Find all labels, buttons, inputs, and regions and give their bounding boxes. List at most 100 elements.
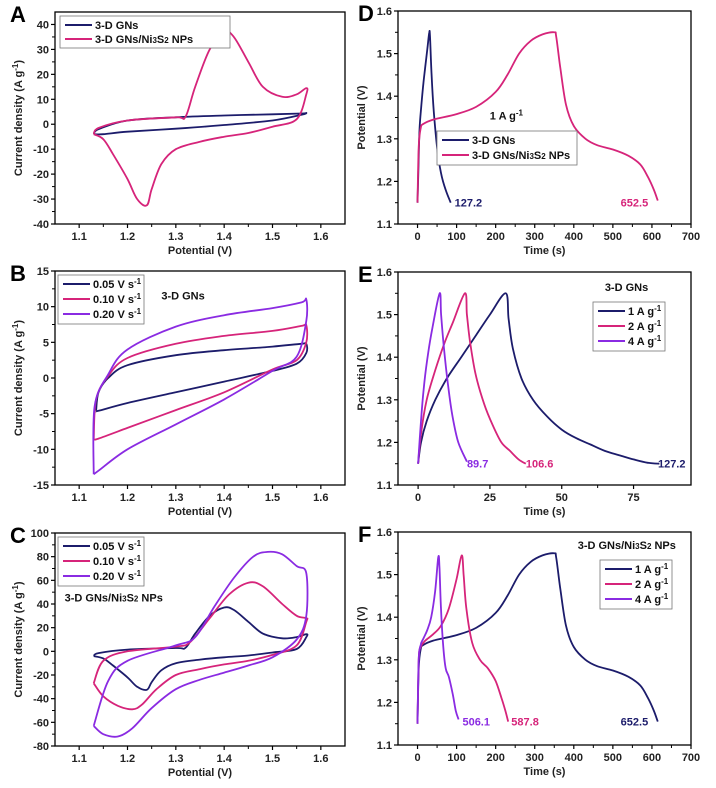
y-axis-label: Potential (V) xyxy=(356,606,368,671)
data-label: 127.2 xyxy=(455,198,483,210)
y-tick-label: 1.2 xyxy=(377,176,392,188)
y-tick-label: 1.2 xyxy=(377,697,392,709)
y-tick-label: 1.3 xyxy=(377,655,392,667)
legend: 0.05 V s-1​0.10 V s-1​0.20 V s-1​ xyxy=(57,536,145,587)
y-tick-label: 20 xyxy=(37,623,49,635)
series-line xyxy=(93,606,309,691)
panel-a: 1.1 1.2 1.3 1.4 1.5 1.6 -40 -30 -20 -10 0 10 20 30 40 P… xyxy=(10,2,346,257)
annotation: 3-D GNs xyxy=(605,282,648,294)
x-tick-label: 1.2 xyxy=(120,231,135,243)
y-tick-label: 1.3 xyxy=(377,395,392,407)
x-tick-label: 0 xyxy=(414,231,420,243)
x-tick-label: 75 xyxy=(627,492,639,504)
y-tick-label: 1.1 xyxy=(377,219,392,231)
x-tick-label: 1.6 xyxy=(313,753,328,765)
legend: 3-D GNs 3-D GNs/Ni3S2 NPs xyxy=(436,130,578,166)
series-line xyxy=(416,554,510,724)
y-tick-label: 40 xyxy=(37,599,49,611)
x-tick-label: 25 xyxy=(484,492,496,504)
x-tick-label: 300 xyxy=(526,231,544,243)
y-tick-label: 80 xyxy=(37,552,49,564)
x-axis-label: Time (s) xyxy=(524,506,566,518)
x-tick-label: 0 xyxy=(414,752,420,764)
legend-entry: 2 A g-1​ xyxy=(628,319,662,333)
x-tick-label: 500 xyxy=(604,231,622,243)
y-tick-label: 60 xyxy=(37,575,49,587)
x-axis-label: Potential (V) xyxy=(168,245,233,257)
y-tick-label: 5 xyxy=(43,337,49,349)
panel-letter: F xyxy=(358,522,371,547)
legend-entry: 0.05 V s-1​ xyxy=(93,277,142,291)
y-tick-label: -40 xyxy=(33,694,49,706)
panel-c: 1.1 1.2 1.3 1.4 1.5 1.6 -80 -60 -40 -20 0 20 40 60 80 1… xyxy=(10,523,346,779)
panel-letter: C xyxy=(10,523,26,548)
y-tick-label: 20 xyxy=(37,69,49,81)
y-tick-label: 10 xyxy=(37,302,49,314)
series-line xyxy=(417,292,660,465)
y-tick-label: -15 xyxy=(33,480,49,492)
annotation: 1 A g-1​ xyxy=(490,109,524,123)
y-tick-label: 1.4 xyxy=(377,612,393,624)
series-line xyxy=(417,292,527,465)
y-tick-label: -60 xyxy=(33,717,49,729)
legend-entry: 3-D GNs xyxy=(95,20,138,32)
y-tick-label: -20 xyxy=(33,670,49,682)
legend-entry: 1 A g-1​ xyxy=(628,304,662,318)
legend-entry: 0.05 V s-1​ xyxy=(93,539,142,553)
x-tick-label: 200 xyxy=(486,231,504,243)
x-axis-label: Time (s) xyxy=(524,766,566,778)
x-tick-label: 600 xyxy=(643,752,661,764)
x-tick-label: 700 xyxy=(682,752,700,764)
x-tick-label: 200 xyxy=(486,752,504,764)
x-tick-label: 0 xyxy=(415,492,421,504)
x-tick-label: 1.5 xyxy=(265,231,280,243)
x-tick-label: 1.5 xyxy=(265,753,280,765)
x-tick-label: 100 xyxy=(447,752,465,764)
y-axis-label: Potential (V) xyxy=(356,85,368,150)
data-label: 652.5 xyxy=(621,198,649,210)
x-tick-label: 1.3 xyxy=(168,753,183,765)
y-tick-label: 1.5 xyxy=(377,49,392,61)
panel-e: 0 25 50 75 1.1 1.2 1.3 1.4 1.5 1.6 Time (s) Potenti… xyxy=(356,262,692,518)
x-axis-label: Potential (V) xyxy=(168,767,233,779)
x-tick-label: 1.6 xyxy=(313,231,328,243)
data-label: 127.2 xyxy=(658,459,686,471)
data-label: 506.1 xyxy=(462,717,490,729)
legend-entry: 0.10 V s-1​ xyxy=(93,554,142,568)
panel-letter: D xyxy=(358,1,374,26)
y-tick-label: 1.6 xyxy=(377,267,392,279)
x-tick-label: 1.6 xyxy=(313,492,328,504)
x-tick-label: 1.5 xyxy=(265,492,280,504)
panel-b: 1.1 1.2 1.3 1.4 1.5 1.6 -15 -10 -5 0 5 10 15 Potentia… xyxy=(10,261,346,518)
y-tick-label: 1.3 xyxy=(377,134,392,146)
y-tick-label: 1.4 xyxy=(377,91,393,103)
legend-entry: 0.10 V s-1​ xyxy=(93,292,142,306)
series-line xyxy=(416,31,659,203)
y-axis-label: Current density (A g-1​) xyxy=(11,581,25,697)
legend: 3-D GNs 3-D GNs/Ni3S2 NPs xyxy=(59,15,231,49)
x-axis-label: Time (s) xyxy=(524,245,566,257)
y-tick-label: -40 xyxy=(33,219,49,231)
y-tick-label: 1.4 xyxy=(377,352,393,364)
series-line xyxy=(92,550,309,738)
series-line xyxy=(416,552,659,724)
x-tick-label: 1.3 xyxy=(168,231,183,243)
y-tick-label: -80 xyxy=(33,741,49,753)
y-tick-label: -20 xyxy=(33,169,49,181)
y-tick-label: -10 xyxy=(33,444,49,456)
x-tick-label: 300 xyxy=(526,752,544,764)
legend-entry: 2 A g-1​ xyxy=(635,577,669,591)
data-label: 652.5 xyxy=(621,717,649,729)
y-tick-label: 1.2 xyxy=(377,437,392,449)
panel-letter: A xyxy=(10,2,26,27)
series-line xyxy=(417,292,468,464)
panel-f: 0 100 200 300 400 500 600 700 1.1 1.2 1.3 1.4 1.5 1.6… xyxy=(356,522,700,778)
legend-box xyxy=(436,130,578,166)
series-line xyxy=(416,29,452,204)
legend-entry: 3-D GNs/Ni3S2 NPs xyxy=(95,34,193,46)
legend: 0.05 V s-1​0.10 V s-1​0.20 V s-1​ xyxy=(57,274,145,325)
panel-d: 0 100 200 300 400 500 600 700 1.1 1.2 1.3 1.4 1.5 1.6… xyxy=(356,1,700,257)
x-tick-label: 1.4 xyxy=(217,753,233,765)
y-tick-label: -30 xyxy=(33,194,49,206)
y-axis-label: Potential (V) xyxy=(356,346,368,411)
